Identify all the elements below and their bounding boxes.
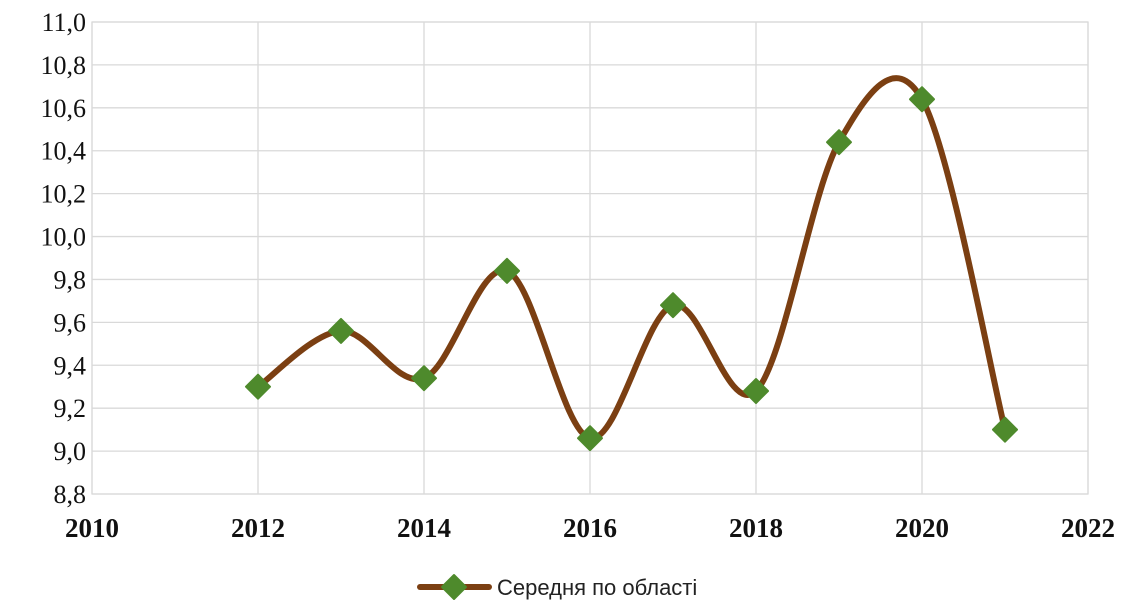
grid bbox=[91, 21, 1089, 495]
x-tick-label: 2010 bbox=[65, 513, 119, 543]
data-point-marker bbox=[826, 129, 852, 156]
y-tick-label: 9,8 bbox=[54, 265, 87, 294]
data-point-marker bbox=[577, 425, 603, 452]
y-tick-label: 9,6 bbox=[54, 308, 87, 337]
data-point-marker bbox=[245, 373, 271, 400]
x-tick-label: 2016 bbox=[563, 513, 617, 543]
y-tick-label: 10,6 bbox=[41, 94, 87, 123]
legend-marker-swatch bbox=[441, 574, 467, 600]
data-point-marker bbox=[494, 257, 520, 284]
x-tick-label: 2012 bbox=[231, 513, 285, 543]
x-tick-label: 2018 bbox=[729, 513, 783, 543]
data-point-marker bbox=[411, 365, 437, 392]
x-tick-label: 2014 bbox=[397, 513, 451, 543]
x-tick-label: 2022 bbox=[1061, 513, 1115, 543]
series-layer bbox=[245, 75, 1018, 452]
data-point-marker bbox=[328, 317, 354, 344]
y-tick-label: 9,0 bbox=[54, 437, 87, 466]
y-tick-label: 9,4 bbox=[54, 351, 87, 380]
y-tick-label: 10,8 bbox=[41, 51, 87, 80]
data-point-marker bbox=[909, 86, 935, 113]
y-tick-label: 9,2 bbox=[54, 394, 87, 423]
x-tick-label: 2020 bbox=[895, 513, 949, 543]
y-tick-label: 10,0 bbox=[41, 223, 87, 252]
data-point-marker bbox=[992, 416, 1018, 443]
legend: Середня по області bbox=[417, 574, 697, 600]
y-tick-label: 11,0 bbox=[41, 8, 86, 37]
series-line bbox=[255, 75, 1008, 442]
y-tick-label: 8,8 bbox=[54, 480, 87, 509]
data-point-marker bbox=[660, 292, 686, 319]
data-point-marker bbox=[743, 378, 769, 405]
axes: 8,8 9,0 9,2 9,4 9,6 9,8 10,0 10,2 10,4 10,6 10,8 11… bbox=[41, 8, 1116, 543]
legend-label: Середня по області bbox=[497, 575, 697, 600]
y-tick-label: 10,2 bbox=[41, 180, 87, 209]
y-tick-label: 10,4 bbox=[41, 137, 87, 166]
